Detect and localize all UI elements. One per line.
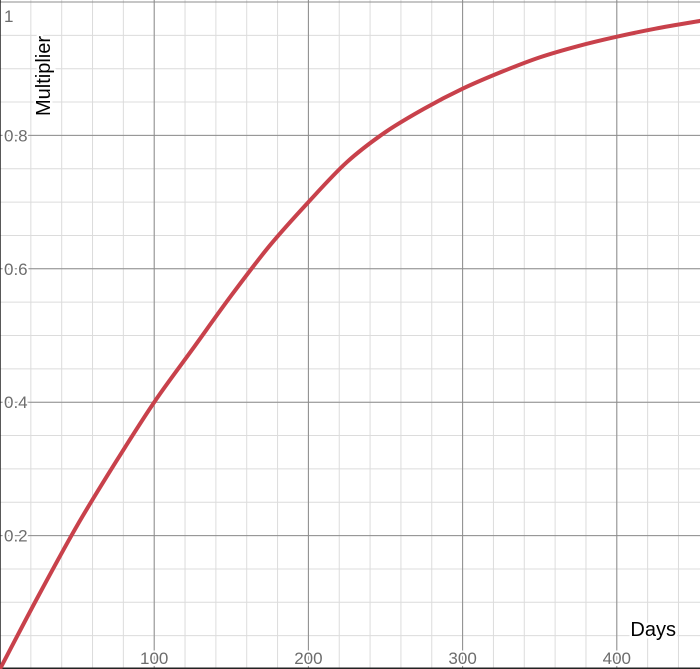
x-tick-label: 200 [294,649,322,668]
x-axis-title: Days [630,619,676,641]
y-tick-label: 0.6 [4,260,28,279]
x-tick-label: 300 [448,649,476,668]
x-tick-label: 100 [140,649,168,668]
series-line-0 [0,18,700,669]
x-tick-label: 400 [603,649,631,668]
y-tick-label: 0.2 [4,527,28,546]
tick-labels: 100 200 300 400 0.2 0.4 0.6 0.8 1 [2,5,633,669]
y-tick-label: 0.8 [4,126,28,145]
y-tick-label: 0.4 [4,393,28,412]
series-layer [0,18,700,669]
y-tick-label: 1 [4,7,13,26]
y-axis-title: Multiplier [33,36,55,116]
